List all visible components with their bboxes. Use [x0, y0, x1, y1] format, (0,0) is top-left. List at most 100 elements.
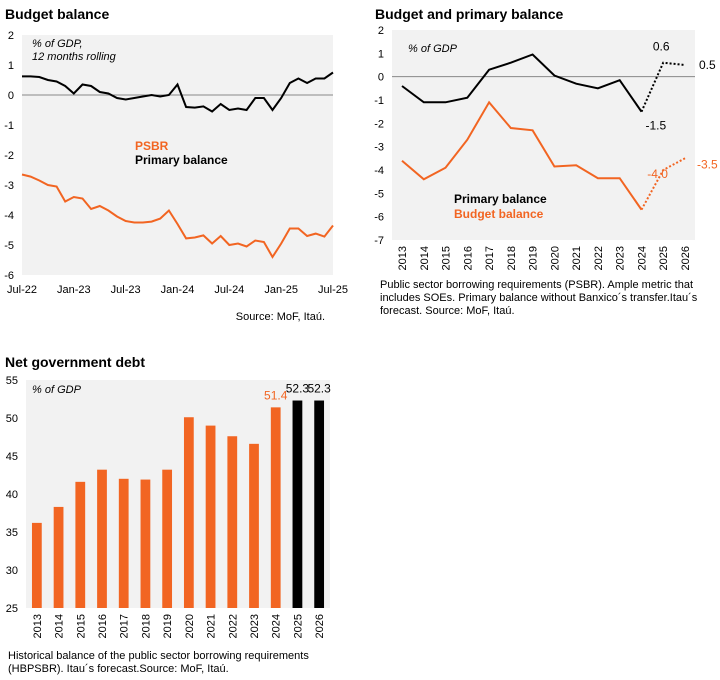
- data-label: 0.6: [653, 40, 670, 54]
- x-tick-label: 2024: [271, 614, 283, 638]
- x-tick-label: 2026: [680, 246, 692, 270]
- data-label: 52.3: [286, 382, 310, 396]
- y-tick-label: 1: [8, 60, 14, 72]
- bar: [162, 469, 173, 608]
- x-tick-label: 2014: [419, 246, 431, 270]
- x-tick-label: 2019: [528, 246, 540, 270]
- y-tick-label: 35: [6, 527, 18, 539]
- y-tick-label: -5: [374, 188, 384, 200]
- chart-title: Budget and primary balance: [375, 6, 564, 22]
- plot-area: [22, 35, 333, 275]
- x-tick-label: 2022: [227, 614, 239, 638]
- x-tick-label: 2025: [292, 614, 304, 638]
- data-label: -1.5: [645, 119, 666, 133]
- data-label: -4.0: [647, 167, 668, 181]
- budget-balance-chart: 2 1 0 -1 -2 -3 -4 -5 -6 Jul-22 Jan-23 Jul-23 Jan-24 J…: [4, 30, 348, 323]
- series-line: [401, 53, 643, 113]
- x-tick-label: 2016: [97, 614, 109, 638]
- y-tick-label: -6: [374, 212, 384, 224]
- source-note: Source: MoF, Itaú.: [236, 311, 325, 323]
- annotation: % of GDP: [32, 384, 82, 396]
- x-tick-label: 2015: [75, 614, 87, 638]
- x-tick-label: 2018: [506, 246, 518, 270]
- bar: [31, 522, 42, 608]
- x-tick-label: 2021: [206, 614, 218, 638]
- x-tick-label: 2015: [441, 246, 453, 270]
- budget-primary-panel: Budget and primary balance 2 1 0 -1 -2 -3 -4 -5…: [370, 0, 720, 330]
- y-tick-label: 0: [8, 90, 14, 102]
- legend-label: Primary balance: [135, 153, 228, 167]
- y-tick-label: 2: [378, 25, 384, 37]
- net-debt-chart: 55 50 45 40 35 30 25 % of GDP 2013 2014 2015 2016 20…: [6, 375, 331, 638]
- y-tick-label: 0: [378, 72, 384, 84]
- x-tick-label: 2023: [249, 614, 261, 638]
- bar: [249, 443, 259, 608]
- x-tick-label: 2026: [314, 614, 326, 638]
- plot-area: [26, 380, 330, 608]
- x-tick-label: 2024: [636, 246, 648, 270]
- y-tick-label: -3: [374, 142, 384, 154]
- bar: [53, 506, 64, 608]
- x-tick-label: 2020: [549, 246, 561, 270]
- y-tick-label: -2: [4, 150, 14, 162]
- y-tick-label: -3: [4, 180, 14, 192]
- series-line: [21, 173, 334, 259]
- x-tick-label: 2013: [32, 614, 44, 638]
- bar: [292, 400, 303, 608]
- plot-area: [392, 30, 695, 240]
- data-label: -3.5: [697, 157, 718, 171]
- y-tick-label: 55: [6, 375, 18, 387]
- series-line: [401, 100, 643, 211]
- budget-primary-chart: 2 1 0 -1 -2 -3 -4 -5 -6 -7 2013 2014 2015 2016 2017 201…: [374, 25, 718, 270]
- x-tick-label: 2014: [54, 614, 66, 638]
- y-tick-label: -7: [374, 235, 384, 247]
- y-tick-label: 2: [8, 30, 14, 42]
- bar: [183, 417, 194, 608]
- bar: [270, 407, 281, 608]
- y-tick-label: -4: [4, 210, 14, 222]
- legend-label: PSBR: [135, 139, 169, 153]
- bar: [314, 400, 325, 608]
- y-tick-label: -4: [374, 165, 384, 177]
- x-tick-label: 2017: [119, 614, 131, 638]
- bar: [227, 436, 238, 608]
- x-tick-label: Jan-23: [57, 284, 91, 296]
- x-tick-label: 2021: [571, 246, 583, 270]
- bar: [205, 425, 216, 608]
- legend-label: Budget balance: [454, 207, 544, 221]
- x-tick-label: 2013: [397, 246, 409, 270]
- x-tick-label: 2020: [184, 614, 196, 638]
- x-tick-label: 2022: [593, 246, 605, 270]
- legend-label: Primary balance: [454, 192, 547, 206]
- data-label: 52.3: [307, 382, 331, 396]
- chart-title: Budget balance: [5, 6, 110, 22]
- forecast-line: [640, 157, 686, 211]
- y-tick-label: -1: [374, 95, 384, 107]
- y-tick-label: 1: [378, 48, 384, 60]
- x-tick-label: 2018: [140, 614, 152, 638]
- x-tick-label: Jan-24: [161, 284, 195, 296]
- annotation-line: 12 months rolling: [32, 51, 117, 63]
- x-tick-label: 2023: [615, 246, 627, 270]
- budget-balance-panel: Budget balance 2 1 0 -1 -2 -3 -4 -5 -6 Jul-22 Jan-…: [0, 0, 360, 330]
- bar: [118, 478, 129, 608]
- y-tick-label: -5: [4, 240, 14, 252]
- y-tick-label: 50: [6, 413, 18, 425]
- y-tick-label: 30: [6, 565, 18, 577]
- y-tick-label: -2: [374, 118, 384, 130]
- x-tick-label: Jul-22: [7, 284, 37, 296]
- x-tick-label: Jul-24: [214, 284, 244, 296]
- chart-title: Net government debt: [5, 354, 146, 370]
- x-tick-label: Jul-23: [111, 284, 141, 296]
- forecast-line: [640, 61, 686, 113]
- x-tick-label: Jan-25: [264, 284, 298, 296]
- annotation: % of GDP: [408, 43, 458, 55]
- y-tick-label: 40: [6, 489, 18, 501]
- x-tick-label: 2016: [462, 246, 474, 270]
- annotation-line: % of GDP,: [32, 38, 83, 50]
- y-tick-label: 45: [6, 451, 18, 463]
- x-tick-label: Jul-25: [318, 284, 348, 296]
- net-debt-panel: Net government debt 55 50 45 40 35 30 25 % of G…: [0, 350, 360, 680]
- bar: [140, 479, 151, 608]
- bar: [75, 481, 86, 608]
